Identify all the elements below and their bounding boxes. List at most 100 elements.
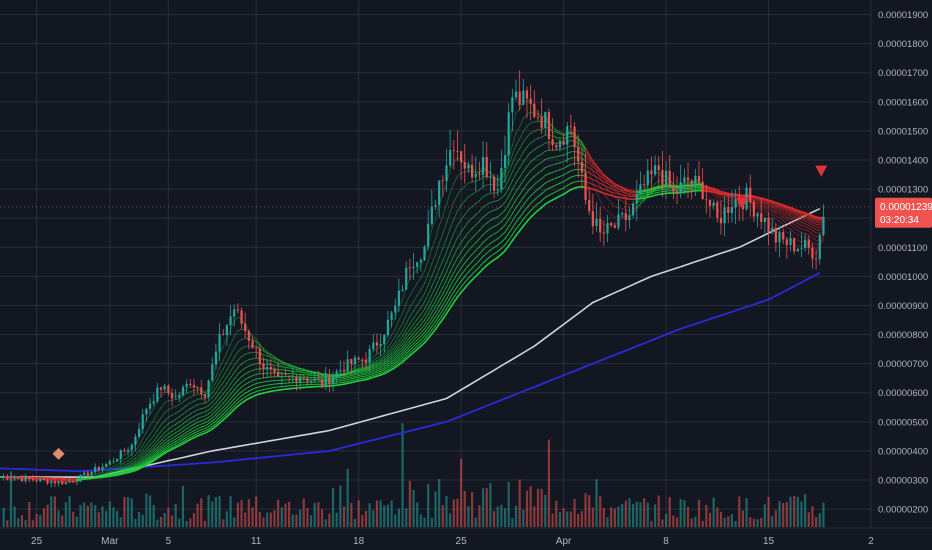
candlesticks xyxy=(2,70,825,488)
ema-ribbon-segment xyxy=(343,373,349,376)
volume-bar xyxy=(727,516,730,527)
ema-ribbon-segment xyxy=(358,369,363,372)
candle-body xyxy=(463,162,466,169)
ema-ribbon-segment xyxy=(709,187,715,189)
ema-ribbon-segment xyxy=(438,279,444,288)
volume-bar xyxy=(181,485,185,527)
time-axis[interactable]: 25 Mar 5 11 18 25 Apr 8 15 2 xyxy=(31,536,874,547)
ema-ribbon-segment xyxy=(753,200,759,203)
volume-bar xyxy=(339,485,342,527)
ema-ribbon-segment xyxy=(413,304,418,312)
volume-bar xyxy=(401,423,404,527)
ema-ribbon-segment xyxy=(413,312,418,319)
ema-ribbon-segment xyxy=(508,171,513,181)
price-tick-label: 0.00001300 xyxy=(878,185,928,196)
ema-ribbon-segment xyxy=(457,219,462,226)
ema-ribbon-segment xyxy=(478,267,484,274)
ema-ribbon-segment xyxy=(570,169,576,172)
ema-ribbon-segment xyxy=(555,162,561,165)
ema-ribbon-segment xyxy=(654,180,660,185)
ema-ribbon-segment xyxy=(380,362,385,366)
candle-body xyxy=(6,477,9,480)
candle-body xyxy=(353,357,357,365)
price-axis[interactable]: 0.000002000.000003000.000004000.00000500… xyxy=(878,10,928,516)
ema-ribbon-segment xyxy=(431,294,436,303)
ema-ribbon-segment xyxy=(200,411,206,414)
candle-body xyxy=(507,112,510,156)
ema-ribbon-segment xyxy=(244,345,250,347)
candle-body xyxy=(591,211,594,227)
ema-ribbon-segment xyxy=(230,347,235,356)
candle-body xyxy=(646,170,649,186)
ema-ribbon-segment xyxy=(552,184,557,187)
ema-ribbon-segment xyxy=(431,320,436,327)
ema-ribbon-segment xyxy=(409,336,414,342)
ema-ribbon-segment xyxy=(244,352,250,355)
ema-ribbon-segment xyxy=(504,239,510,246)
ema-ribbon-segment xyxy=(241,346,246,350)
ema-ribbon-segment xyxy=(317,375,323,377)
candle-body xyxy=(159,387,163,390)
ema-ribbon-segment xyxy=(552,170,557,173)
ema-ribbon-segment xyxy=(387,341,393,349)
candle-body xyxy=(244,323,247,332)
volume-bar xyxy=(518,479,521,527)
ema-ribbon-segment xyxy=(149,452,155,457)
ema-ribbon-segment xyxy=(208,406,213,411)
volume-bar xyxy=(306,508,309,527)
ema-ribbon-segment xyxy=(475,260,480,265)
ema-ribbon-segment xyxy=(811,230,817,234)
ema-ribbon-segment xyxy=(252,378,257,382)
ema-ribbon-segment xyxy=(420,293,425,301)
ema-ribbon-segment xyxy=(555,155,561,158)
ema-ribbon-segment xyxy=(208,420,213,425)
ema-ribbon-segment xyxy=(109,462,114,466)
ema-ribbon-segment xyxy=(585,151,590,162)
ema-ribbon-segment xyxy=(109,466,114,469)
volume-bar xyxy=(170,515,174,527)
ema-ribbon-segment xyxy=(182,404,188,409)
ema-ribbon-segment xyxy=(204,409,210,413)
ema-ribbon-segment xyxy=(266,351,272,355)
volume-bar xyxy=(760,518,763,527)
ema-ribbon-segment xyxy=(274,364,279,367)
ema-ribbon-segment xyxy=(347,376,352,379)
ema-ribbon-segment xyxy=(453,279,458,287)
ema-ribbon-segment xyxy=(394,359,400,364)
ema-ribbon-segment xyxy=(248,358,253,361)
ema-ribbon-segment xyxy=(252,337,257,343)
ema-ribbon-segment xyxy=(277,358,283,362)
ema-ribbon-segment xyxy=(263,354,268,357)
ema-ribbon-segment xyxy=(471,224,477,230)
volume-bar xyxy=(86,505,89,527)
ema-ribbon-segment xyxy=(489,247,495,251)
ema-ribbon-segment xyxy=(200,425,206,428)
ema-ribbon-segment xyxy=(244,371,250,375)
ema-ribbon-segment xyxy=(230,364,235,372)
ema-ribbon-segment xyxy=(402,355,407,361)
ema-ribbon-segment xyxy=(474,271,481,278)
ema-ribbon-segment xyxy=(563,172,568,176)
candle-body xyxy=(112,461,115,462)
ema-ribbon-segment xyxy=(497,197,502,202)
ema-ribbon-segment xyxy=(427,321,433,329)
ema-ribbon-segment xyxy=(438,293,444,301)
ema-ribbon-segment xyxy=(559,161,565,164)
volume-bar xyxy=(375,500,379,527)
ema-ribbon-segment xyxy=(398,313,404,321)
ema-ribbon-segment xyxy=(511,190,517,199)
ema-ribbon-segment xyxy=(588,154,594,161)
ema-ribbon-segment xyxy=(306,369,312,372)
ema-ribbon-segment xyxy=(555,169,561,172)
ema-ribbon-segment xyxy=(241,392,246,397)
volume-bar xyxy=(119,517,122,527)
ema-ribbon-segment xyxy=(764,206,769,211)
volume-bar xyxy=(657,495,660,527)
ema-ribbon-segment xyxy=(248,388,253,392)
time-tick-label: 2 xyxy=(868,536,874,547)
ema-ribbon-segment xyxy=(354,365,360,368)
ema-ribbon-segment xyxy=(508,234,513,241)
ema-ribbon-segment xyxy=(402,329,407,337)
candle-body xyxy=(236,309,239,311)
